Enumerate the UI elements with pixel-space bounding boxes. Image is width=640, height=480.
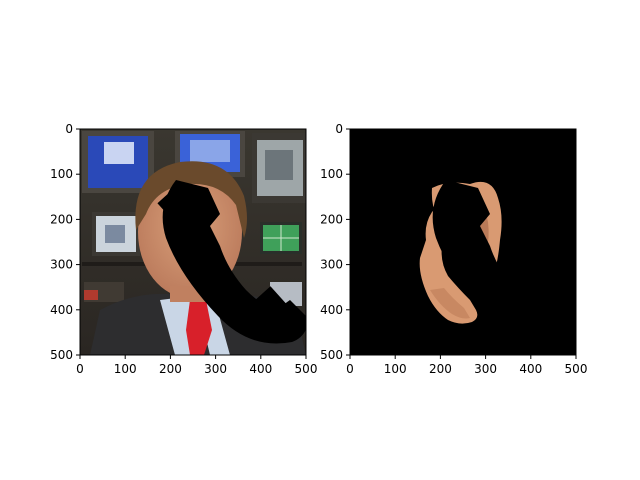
- y-tick-label: 0: [65, 122, 73, 136]
- x-tick-label: 300: [474, 362, 497, 376]
- y-tick-label: 500: [50, 348, 73, 362]
- x-tick-label: 300: [204, 362, 227, 376]
- left-image-panel: [80, 129, 306, 355]
- y-tick-label: 400: [320, 303, 343, 317]
- x-tick-label: 500: [295, 362, 318, 376]
- handset-overlay: [157, 180, 306, 344]
- y-tick-label: 200: [320, 212, 343, 226]
- right-axes-frame: [349, 128, 577, 356]
- right-image-panel: [350, 129, 576, 355]
- y-tick-label: 100: [50, 167, 73, 181]
- x-tick-label: 400: [249, 362, 272, 376]
- x-tick-label: 200: [159, 362, 182, 376]
- x-tick-label: 500: [565, 362, 588, 376]
- y-tick-label: 300: [320, 258, 343, 272]
- y-tick-label: 200: [50, 212, 73, 226]
- left-axes-frame: [79, 128, 307, 356]
- y-tick-label: 400: [50, 303, 73, 317]
- x-tick-label: 400: [519, 362, 542, 376]
- y-tick-label: 0: [335, 122, 343, 136]
- x-tick-label: 100: [384, 362, 407, 376]
- y-tick-label: 500: [320, 348, 343, 362]
- y-tick-label: 100: [320, 167, 343, 181]
- x-tick-label: 100: [114, 362, 137, 376]
- handset-cutout: [432, 180, 576, 344]
- x-tick-label: 200: [429, 362, 452, 376]
- x-tick-label: 0: [76, 362, 84, 376]
- y-tick-label: 300: [50, 258, 73, 272]
- x-tick-label: 0: [346, 362, 354, 376]
